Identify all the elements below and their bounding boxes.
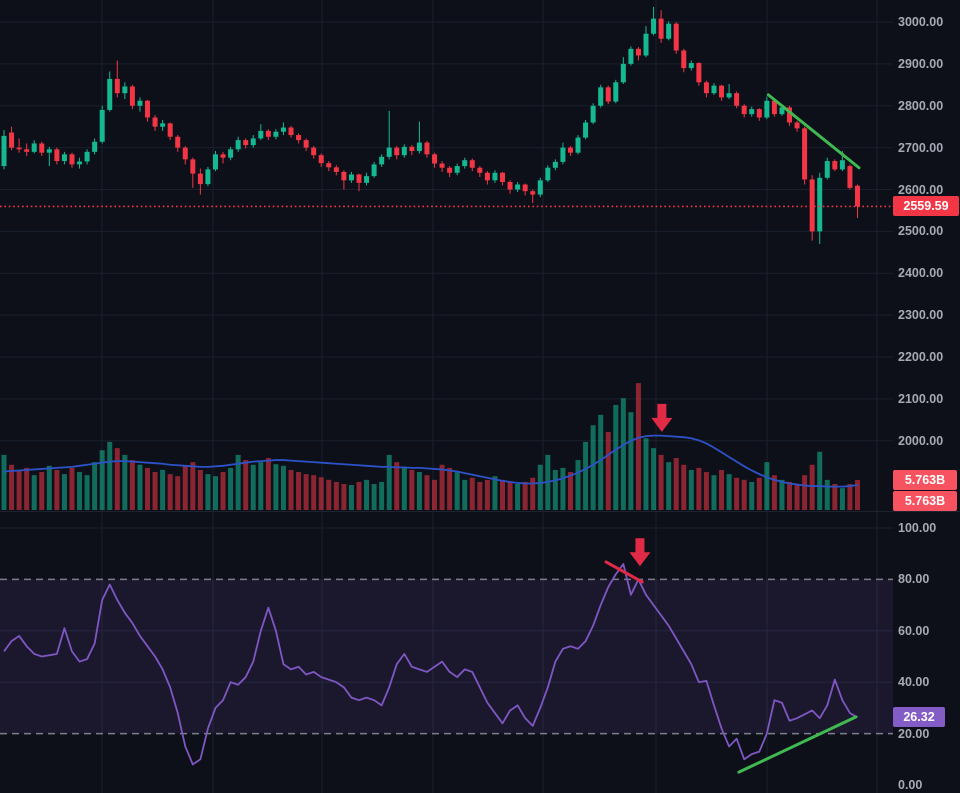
rsi-tick-label: 60.00: [898, 623, 930, 638]
volume-sell-arrow-icon[interactable]: [651, 403, 673, 432]
price-tick-label: 2900.00: [898, 56, 944, 71]
rsi-tick-label: 80.00: [898, 572, 930, 587]
price-tick-label: 2600.00: [898, 182, 944, 197]
rsi-support-trendline[interactable]: [737, 715, 858, 774]
price-tick-label: 2800.00: [898, 98, 944, 113]
rsi-overbought-arrow-icon[interactable]: [629, 538, 651, 567]
price-tick-label: 2500.00: [898, 224, 944, 239]
price-tick-label: 2000.00: [898, 433, 944, 448]
price-axis-scale[interactable]: 3000.00 2900.00 2800.00 2700.00 2600.00 2500.…: [893, 0, 960, 793]
volume-value-label: 5.763B: [893, 470, 957, 490]
volume-series: [1, 383, 860, 510]
rsi-tick-label: 0.00: [898, 778, 923, 792]
price-tick-label: 3000.00: [898, 15, 944, 29]
last-price-label: 2559.59: [893, 196, 959, 217]
price-tick-label: 2200.00: [898, 350, 944, 365]
price-tick-label: 2700.00: [898, 140, 944, 155]
price-tick-label: 2400.00: [898, 266, 944, 281]
price-downtrend-line[interactable]: [766, 93, 861, 170]
volume-ma-value-label: 5.763B: [893, 491, 957, 511]
rsi-value-label: 26.32: [893, 707, 945, 728]
rsi-level-lines: [0, 578, 893, 735]
candlestick-series: [1, 6, 860, 244]
rsi-line: [3, 563, 858, 766]
rsi-bearish-divergence-line[interactable]: [604, 560, 644, 584]
price-tick-label: 2300.00: [898, 308, 944, 323]
rsi-tick-label: 20.00: [898, 726, 930, 741]
rsi-tick-label: 40.00: [898, 675, 930, 690]
rsi-band: [0, 579, 893, 734]
price-tick-label: 2100.00: [898, 391, 944, 406]
rsi-tick-label: 100.00: [898, 521, 937, 535]
volume-ma-line: [3, 434, 858, 488]
